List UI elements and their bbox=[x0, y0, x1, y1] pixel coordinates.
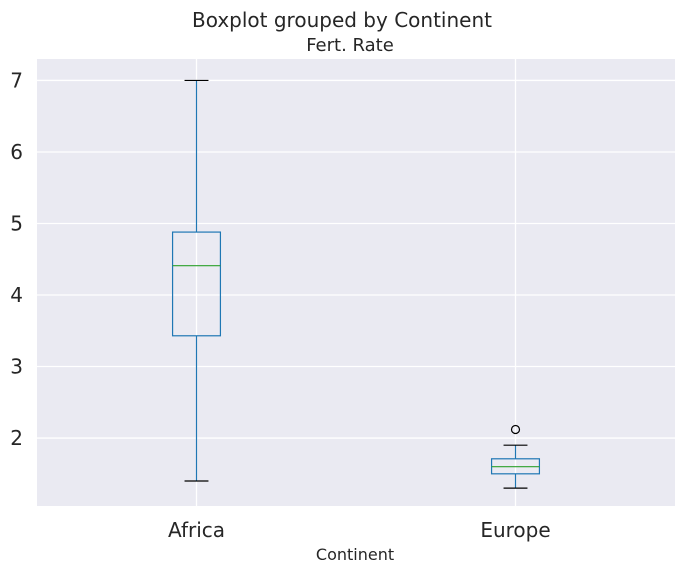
x-tick-label: Africa bbox=[168, 518, 225, 542]
box-series bbox=[171, 79, 541, 489]
y-tick-label: 4 bbox=[10, 283, 23, 307]
iqr-box bbox=[171, 231, 222, 337]
x-axis-label: Continent bbox=[316, 545, 394, 564]
x-tick-label: Europe bbox=[480, 518, 550, 542]
x-tick-labels: Africa Europe bbox=[168, 518, 551, 542]
outlier-point bbox=[510, 424, 521, 435]
box-africa bbox=[171, 79, 222, 482]
y-tick-label: 3 bbox=[10, 355, 23, 379]
y-tick-label: 5 bbox=[10, 211, 23, 235]
y-tick-label: 7 bbox=[10, 68, 23, 92]
chart-suptitle: Boxplot grouped by Continent bbox=[192, 8, 492, 32]
chart-title: Fert. Rate bbox=[306, 35, 394, 56]
box-europe bbox=[490, 424, 541, 489]
plot-background bbox=[37, 59, 675, 506]
y-tick-label: 2 bbox=[10, 426, 23, 450]
y-tick-labels: 2 3 4 5 6 7 bbox=[10, 68, 23, 450]
y-tick-label: 6 bbox=[10, 140, 23, 164]
